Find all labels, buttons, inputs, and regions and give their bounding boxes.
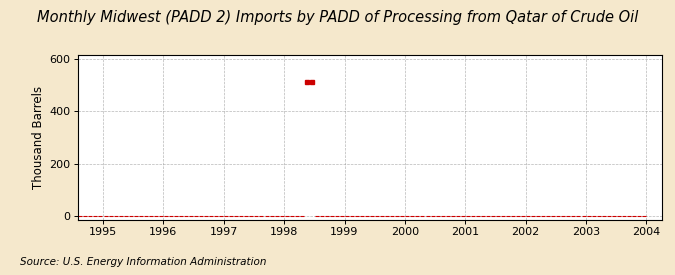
Text: Source: U.S. Energy Information Administration: Source: U.S. Energy Information Administ… [20,257,267,267]
Text: Monthly Midwest (PADD 2) Imports by PADD of Processing from Qatar of Crude Oil: Monthly Midwest (PADD 2) Imports by PADD… [37,10,638,25]
Y-axis label: Thousand Barrels: Thousand Barrels [32,86,45,189]
